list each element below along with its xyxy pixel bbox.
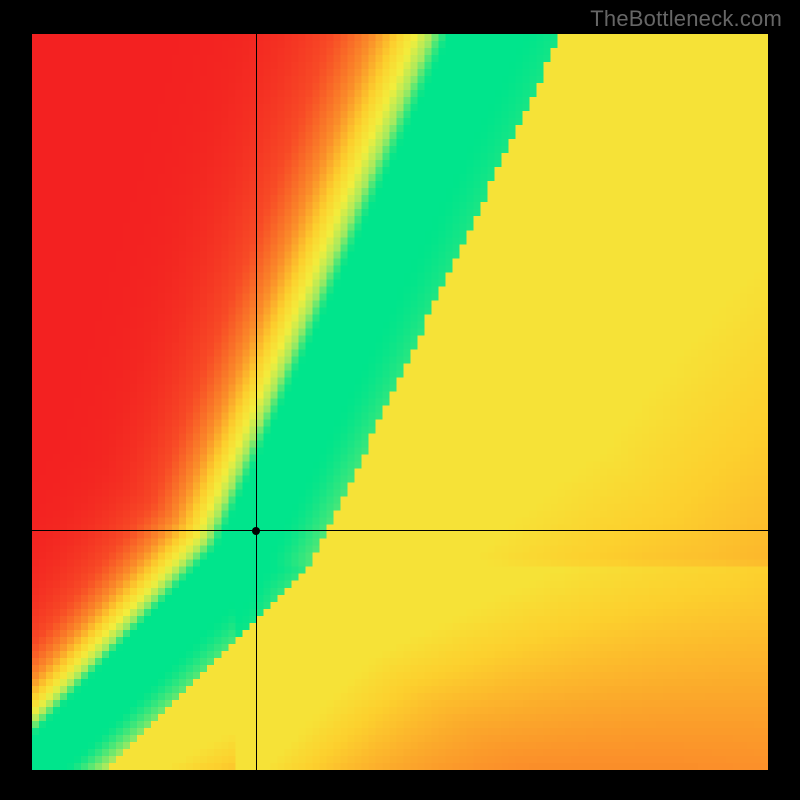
heatmap-canvas: [32, 34, 768, 770]
attribution-label: TheBottleneck.com: [590, 6, 782, 32]
heatmap-plot: [32, 34, 768, 770]
crosshair-vertical: [256, 34, 257, 770]
crosshair-horizontal: [32, 530, 768, 531]
chart-frame: TheBottleneck.com: [0, 0, 800, 800]
